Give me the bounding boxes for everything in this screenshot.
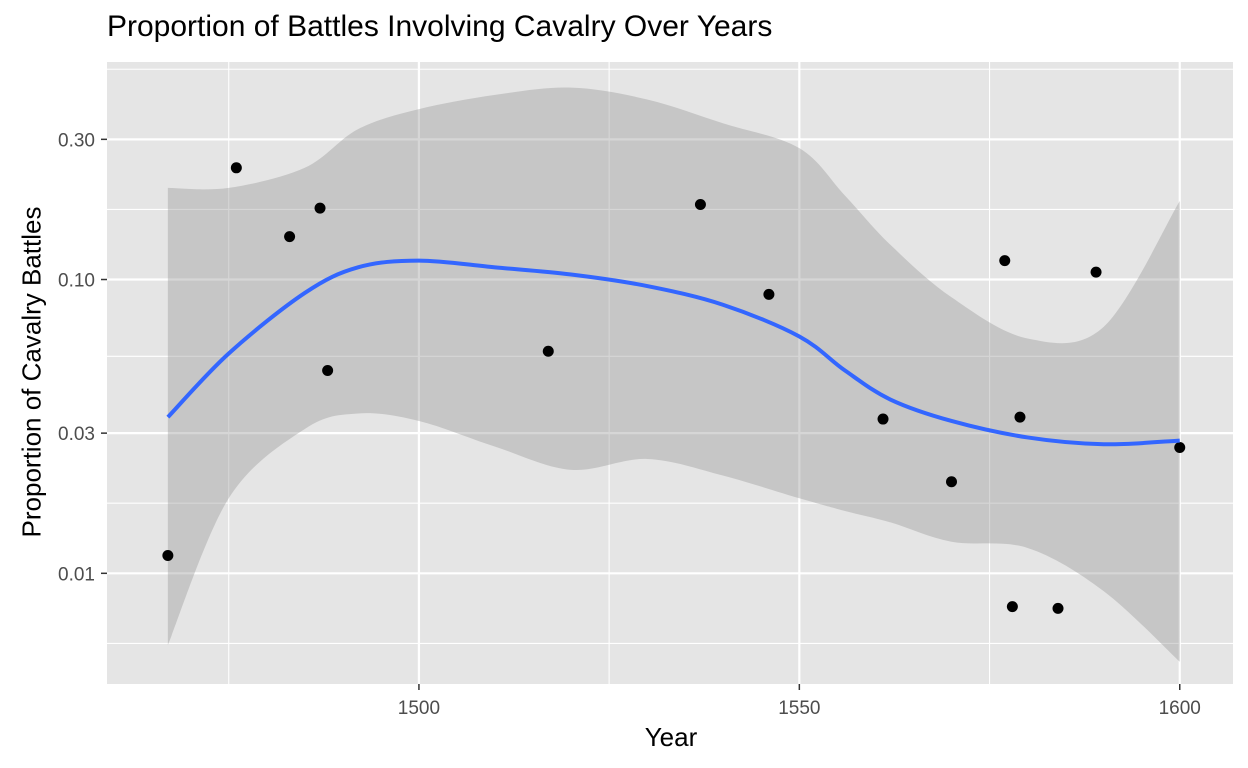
- data-point: [230, 162, 242, 174]
- data-point: [694, 199, 706, 211]
- data-point: [763, 288, 775, 300]
- data-point: [1174, 442, 1186, 454]
- smooth-line: [166, 258, 1180, 447]
- y-tick-label: 0.10: [58, 271, 95, 292]
- chart-title: Proportion of Battles Involving Cavalry …: [107, 10, 773, 43]
- data-point: [1052, 602, 1064, 614]
- data-point: [162, 549, 174, 561]
- data-point: [1090, 266, 1102, 278]
- data-point: [314, 202, 326, 214]
- data-point: [1006, 601, 1018, 613]
- x-tick-label: 1550: [778, 698, 820, 719]
- data-point: [999, 255, 1011, 267]
- x-axis-label: Year: [644, 722, 698, 752]
- x-tick-label: 1600: [1159, 698, 1201, 719]
- confidence-ribbon: [167, 87, 1180, 662]
- data-point: [284, 231, 296, 243]
- y-tick-label: 0.01: [58, 564, 95, 585]
- data-point: [542, 345, 554, 357]
- data-point: [877, 413, 889, 425]
- x-tick-label: 1500: [398, 698, 440, 719]
- data-point: [322, 365, 334, 377]
- plot-panel: [107, 62, 1233, 684]
- data-point: [946, 476, 957, 488]
- y-tick-label: 0.03: [58, 424, 95, 445]
- y-axis-label: Proportion of Cavalry Battles: [16, 206, 47, 538]
- data-point: [1014, 411, 1026, 423]
- y-tick-label: 0.30: [58, 130, 95, 151]
